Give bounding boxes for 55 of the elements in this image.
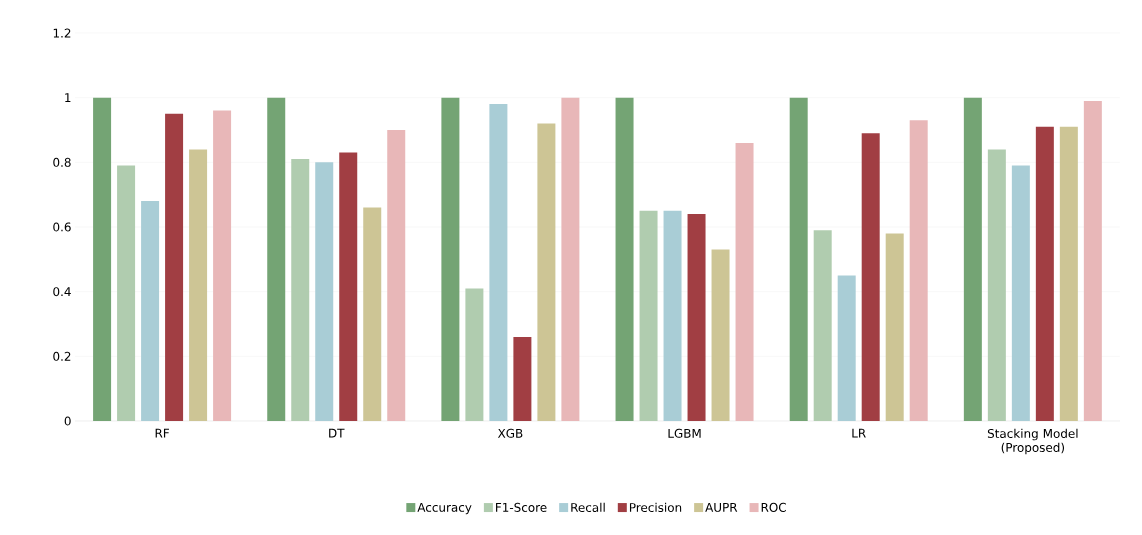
bar [465, 288, 484, 421]
bar [813, 230, 832, 421]
bar [363, 207, 382, 421]
y-tick-label: 0 [64, 416, 71, 426]
bar [117, 165, 136, 421]
bar [489, 104, 508, 421]
legend-label: Accuracy [417, 502, 472, 515]
bar [513, 336, 532, 421]
bar [537, 123, 556, 421]
legend-label: F1-Score [496, 502, 547, 512]
y-tick-label: 0.8 [53, 157, 71, 167]
bar [291, 159, 310, 421]
bar [711, 249, 730, 421]
bar [987, 149, 1006, 421]
x-tick-label: LR [852, 428, 866, 438]
bar [861, 133, 880, 421]
legend-label: Precision [629, 502, 682, 513]
x-tick-label: XGB [497, 428, 523, 438]
bar [885, 233, 904, 421]
y-tick-label: 1 [65, 93, 71, 103]
legend-label: Recall [571, 502, 605, 513]
bar [213, 110, 232, 421]
bar [189, 149, 208, 421]
bar [561, 97, 580, 421]
legend-label: ROC [761, 502, 786, 512]
y-tick-label: 1.2 [53, 28, 71, 38]
bar [267, 97, 286, 421]
y-tick-label: 0.2 [53, 351, 71, 361]
bar [387, 129, 406, 421]
x-tick-label: DT [329, 428, 345, 438]
bar [1059, 126, 1078, 421]
bar [1083, 100, 1102, 421]
bar [141, 201, 160, 421]
bar [663, 210, 682, 421]
x-tick-label: LGBM [668, 428, 701, 438]
bar [339, 152, 358, 421]
bar [1011, 165, 1030, 421]
bar [93, 97, 112, 421]
bar [963, 97, 982, 421]
bar [1035, 126, 1054, 421]
bar [615, 97, 634, 421]
bar [789, 97, 808, 421]
x-tick-label: RF [155, 428, 169, 438]
bar [735, 142, 754, 421]
bar [837, 275, 856, 421]
bar [639, 210, 658, 421]
bar [687, 214, 706, 421]
bar [315, 162, 334, 421]
bar [441, 97, 460, 421]
x-tick-label: Stacking Model (Proposed) [987, 428, 1078, 455]
y-tick-label: 0.4 [53, 287, 71, 297]
y-tick-label: 0.6 [53, 222, 71, 232]
legend-label: AUPR [705, 502, 738, 512]
bar [909, 120, 928, 421]
bar [165, 113, 184, 421]
